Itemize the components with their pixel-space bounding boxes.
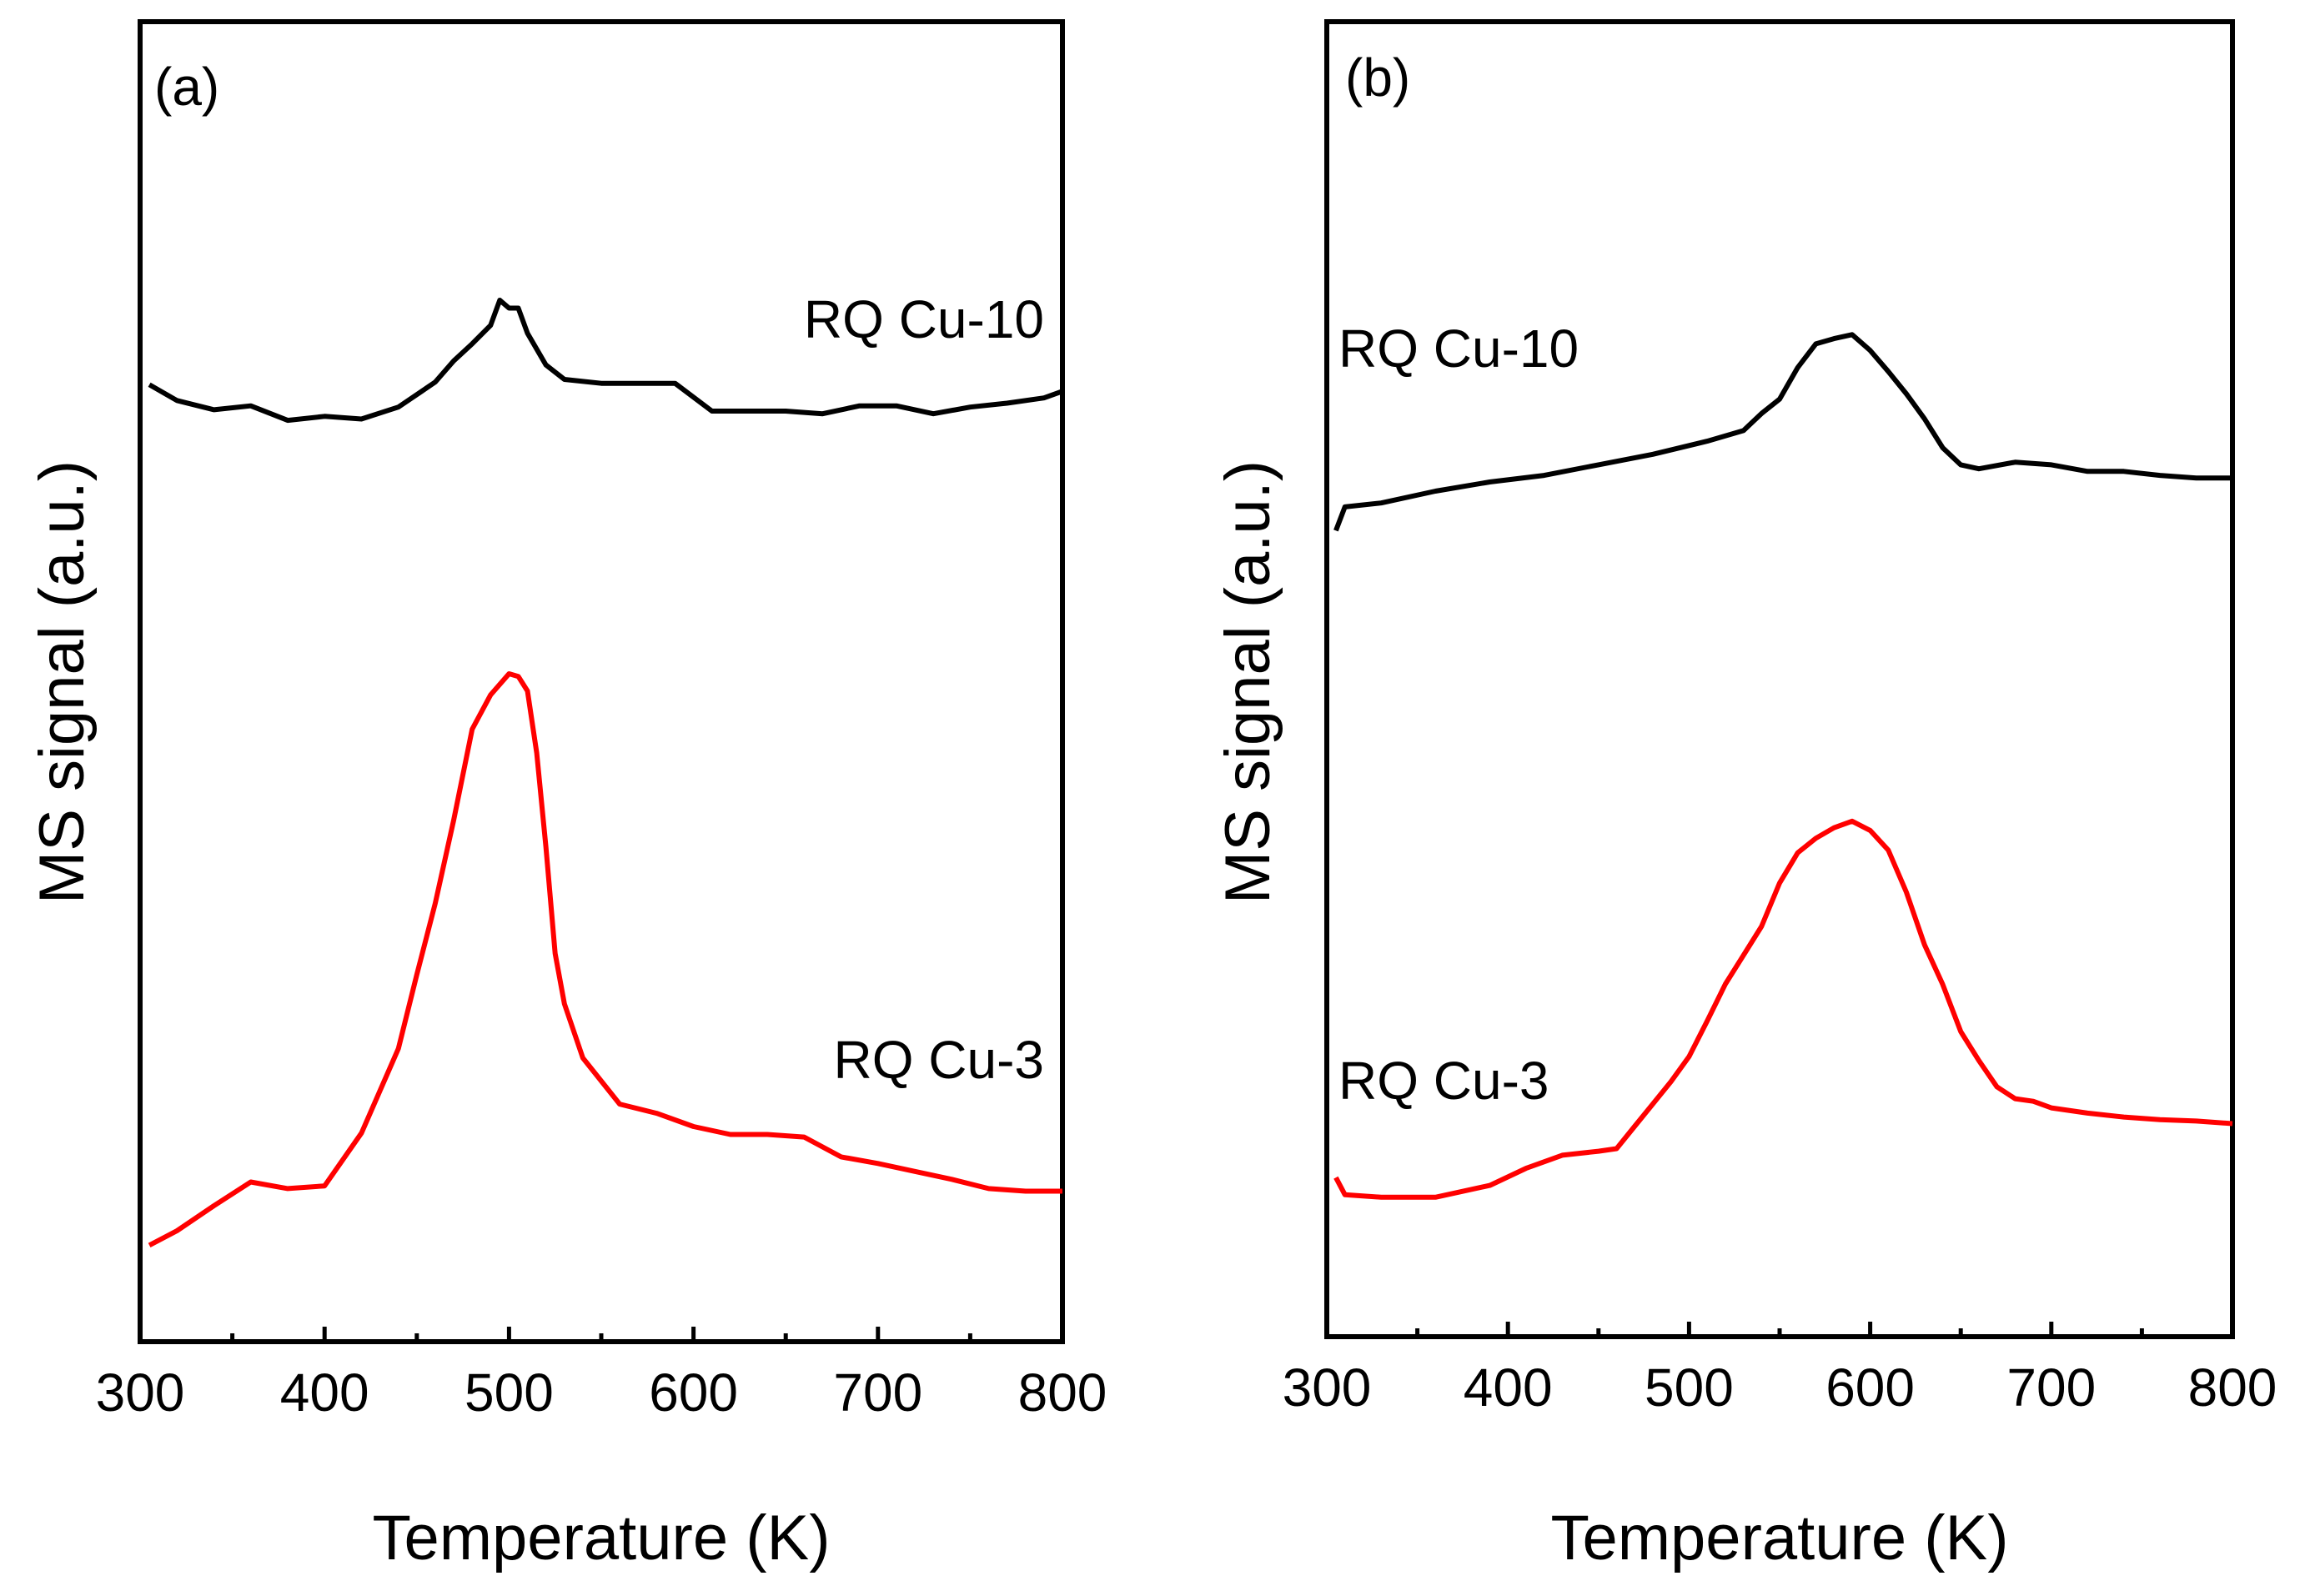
x-axis-title: Temperature (K) xyxy=(1550,1503,2008,1573)
x-tick-label: 500 xyxy=(465,1363,554,1423)
x-tick-label: 600 xyxy=(649,1363,738,1423)
x-tick-label: 400 xyxy=(1464,1358,1553,1418)
plot-frame xyxy=(138,19,1065,1344)
x-tick-label: 700 xyxy=(2006,1358,2096,1418)
series-layer xyxy=(1333,332,2233,1200)
panel-b: 300 400 500 600 700 800 (b) RQ Cu-10 RQ Cu-3 … xyxy=(1213,19,2277,1573)
series-line-rq-cu-3 xyxy=(1333,818,2233,1200)
x-tick-label: 500 xyxy=(1645,1358,1734,1418)
x-tick-label: 700 xyxy=(833,1363,922,1423)
plot-frame xyxy=(1324,19,2235,1339)
x-ticks: 300 400 500 600 700 800 xyxy=(1283,1322,2277,1418)
panel-a: 300 400 500 600 700 800 (a) RQ Cu-10 RQ Cu-3 … xyxy=(27,19,1107,1573)
x-tick-label: 600 xyxy=(1825,1358,1915,1418)
series-label-cu3: RQ Cu-3 xyxy=(1338,1051,1549,1111)
series-layer xyxy=(148,298,1064,1248)
series-line-rq-cu-10 xyxy=(1333,332,2232,532)
series-label-cu3: RQ Cu-3 xyxy=(834,1030,1045,1090)
y-axis-title: MS signal (a.u.) xyxy=(27,460,98,904)
x-tick-label: 800 xyxy=(1018,1363,1107,1423)
x-tick-label: 800 xyxy=(2188,1358,2277,1418)
panel-label: (b) xyxy=(1345,48,1410,108)
panel-label: (a) xyxy=(154,57,219,117)
x-tick-label: 400 xyxy=(280,1363,369,1423)
x-tick-label: 300 xyxy=(1283,1358,1372,1418)
series-line-rq-cu-10 xyxy=(148,298,1064,424)
x-ticks: 300 400 500 600 700 800 xyxy=(96,1327,1107,1423)
x-axis-title: Temperature (K) xyxy=(372,1503,830,1573)
x-tick-label: 300 xyxy=(96,1363,185,1423)
series-label-cu10: RQ Cu-10 xyxy=(804,289,1044,349)
series-label-cu10: RQ Cu-10 xyxy=(1338,319,1579,379)
y-axis-title: MS signal (a.u.) xyxy=(1213,460,1283,904)
series-line-rq-cu-3 xyxy=(148,671,1062,1248)
